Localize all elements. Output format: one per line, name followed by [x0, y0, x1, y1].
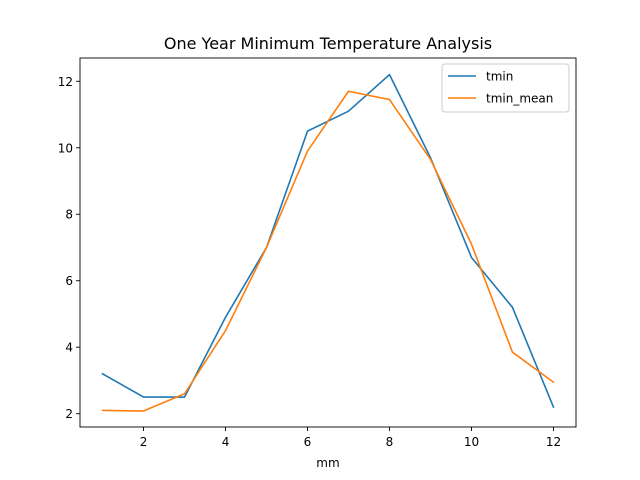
x-axis-label: mm: [316, 456, 339, 470]
y-tick-label: 4: [65, 341, 73, 355]
plot-frame: [79, 57, 577, 428]
chart-title: One Year Minimum Temperature Analysis: [164, 34, 492, 53]
x-tick-label: 2: [140, 435, 148, 449]
x-tick-label: 8: [386, 435, 394, 449]
x-tick-label: 10: [464, 435, 479, 449]
y-tick-label: 6: [65, 274, 73, 288]
x-axis-ticks: 2 4 6 8 10 12: [140, 427, 561, 449]
y-tick-label: 8: [65, 208, 73, 222]
x-tick-label: 12: [546, 435, 561, 449]
y-tick-label: 12: [58, 75, 73, 89]
x-tick-label: 4: [222, 435, 230, 449]
plot-lines: [101, 73, 555, 412]
y-axis-ticks: 2 4 6 8 10 12: [58, 75, 80, 421]
legend: tmin tmin_mean: [441, 63, 570, 113]
x-tick-label: 6: [304, 435, 312, 449]
y-tick-label: 10: [58, 141, 73, 155]
series-line-tmin-mean: [101, 90, 555, 412]
legend-label-tmin-mean: tmin_mean: [486, 92, 553, 106]
legend-label-tmin: tmin: [486, 70, 513, 84]
y-tick-label: 2: [65, 407, 73, 421]
